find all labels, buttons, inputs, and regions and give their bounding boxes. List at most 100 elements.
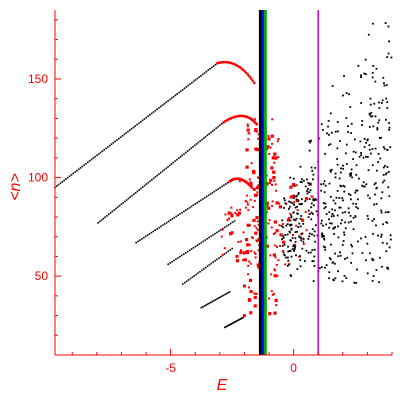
data-point-black-streak-1 <box>161 104 164 106</box>
data-point-black-cloud <box>340 185 343 188</box>
data-point-black-cloud <box>323 235 325 237</box>
data-point-black-cloud <box>327 119 330 122</box>
data-point-red-cluster <box>281 222 284 225</box>
data-point-black-cloud <box>362 181 365 184</box>
data-point-black-cloud <box>383 147 386 150</box>
data-point-black-cloud <box>289 274 292 277</box>
data-point-black-cloud <box>312 178 314 181</box>
data-point-black-streak-4 <box>225 225 228 227</box>
data-point-red-cluster <box>267 222 270 225</box>
data-point-black-cloud <box>337 225 339 228</box>
data-point-black-cloud <box>364 235 367 238</box>
data-point-red-arc-1 <box>231 62 235 65</box>
data-point-black-streak-3 <box>146 234 149 236</box>
data-point-black-cloud <box>293 248 296 250</box>
data-point-black-cloud <box>286 264 289 267</box>
data-point-black-cloud <box>368 126 371 128</box>
data-point-black-cloud <box>369 103 372 106</box>
data-point-black-cloud <box>293 197 295 199</box>
data-point-black-streak-1 <box>143 118 146 120</box>
data-point-red-cluster <box>255 227 258 230</box>
data-point-black-streak-1 <box>116 139 118 141</box>
data-point-red-cluster <box>284 263 287 266</box>
data-point-red-cluster <box>255 186 259 190</box>
data-point-red-cluster <box>270 204 273 207</box>
data-point-red-arc-1 <box>246 73 250 76</box>
data-point-red-cluster <box>235 254 239 258</box>
data-point-black-streak-6 <box>220 295 223 298</box>
data-point-red-cluster <box>252 218 256 223</box>
data-point-black-cloud <box>307 216 310 219</box>
data-point-black-cloud <box>307 209 310 212</box>
data-point-red-cluster <box>253 292 256 295</box>
data-point-black-streak-4 <box>196 244 199 246</box>
data-point-black-cloud <box>336 163 339 166</box>
data-point-black-cloud <box>349 106 352 108</box>
data-point-red-cluster <box>250 118 253 121</box>
data-point-red-cluster <box>291 194 295 199</box>
data-point-black-cloud <box>384 164 386 167</box>
data-point-black-cloud <box>330 243 332 246</box>
data-point-red-arc-2 <box>249 117 252 120</box>
data-point-black-cloud <box>287 263 290 266</box>
data-point-black-cloud <box>371 148 374 150</box>
data-point-black-streak-1 <box>145 116 148 119</box>
data-point-black-streak-7 <box>238 318 240 321</box>
data-point-black-cloud <box>364 73 367 76</box>
data-point-black-streak-3 <box>226 181 229 184</box>
data-point-black-cloud <box>382 174 385 176</box>
data-point-black-streak-2 <box>195 143 198 145</box>
data-point-black-streak-1 <box>203 72 206 74</box>
data-point-black-cloud <box>385 173 387 176</box>
data-point-black-cloud <box>304 200 307 203</box>
data-point-black-cloud <box>308 213 311 216</box>
data-point-black-streak-3 <box>165 221 168 224</box>
data-point-red-cluster <box>249 289 253 294</box>
data-point-black-streak-2 <box>152 177 155 180</box>
data-point-black-streak-1 <box>180 90 182 92</box>
data-point-black-streak-4 <box>220 229 222 231</box>
data-point-black-cloud <box>364 155 367 158</box>
data-point-black-cloud <box>301 198 303 201</box>
data-point-black-streak-2 <box>104 216 107 218</box>
data-point-black-cloud <box>331 213 334 215</box>
data-point-red-cluster <box>228 232 233 236</box>
data-point-red-cluster <box>271 293 274 296</box>
data-point-black-cloud <box>330 222 333 225</box>
data-point-black-streak-1 <box>128 129 131 132</box>
data-point-black-streak-2 <box>172 161 175 164</box>
data-point-red-arc-1 <box>240 67 243 70</box>
data-point-black-streak-3 <box>167 220 170 223</box>
data-point-red-cluster <box>289 185 293 189</box>
data-point-black-cloud <box>357 177 360 180</box>
data-point-red-cluster <box>269 146 272 149</box>
data-point-black-cloud <box>386 56 389 58</box>
data-point-black-streak-7 <box>230 323 232 325</box>
data-point-black-cloud <box>347 193 350 195</box>
data-point-black-cloud <box>374 115 377 118</box>
data-point-black-cloud <box>299 217 302 220</box>
data-point-black-streak-4 <box>216 231 218 234</box>
data-point-red-arc-2 <box>245 115 248 118</box>
data-point-black-cloud <box>378 101 380 104</box>
data-point-black-streak-1 <box>85 162 87 165</box>
data-point-black-cloud <box>288 230 291 233</box>
data-point-black-streak-2 <box>167 166 169 168</box>
data-point-red-arc-1 <box>241 68 245 72</box>
data-point-black-cloud <box>371 115 374 118</box>
data-point-black-cloud <box>284 233 287 236</box>
data-point-red-arc-1 <box>236 64 240 68</box>
data-point-black-streak-1 <box>207 69 210 72</box>
data-point-black-streak-4 <box>181 254 183 257</box>
data-point-black-cloud <box>307 238 310 240</box>
data-point-black-cloud <box>357 207 359 210</box>
data-point-black-streak-5 <box>201 269 203 272</box>
data-point-black-streak-1 <box>174 94 177 97</box>
data-point-black-streak-1 <box>72 172 75 175</box>
data-point-black-cloud <box>354 215 357 218</box>
data-point-black-cloud <box>309 183 312 186</box>
data-point-black-cloud <box>293 249 295 252</box>
data-point-black-cloud <box>362 185 365 188</box>
data-point-black-streak-1 <box>92 157 95 159</box>
